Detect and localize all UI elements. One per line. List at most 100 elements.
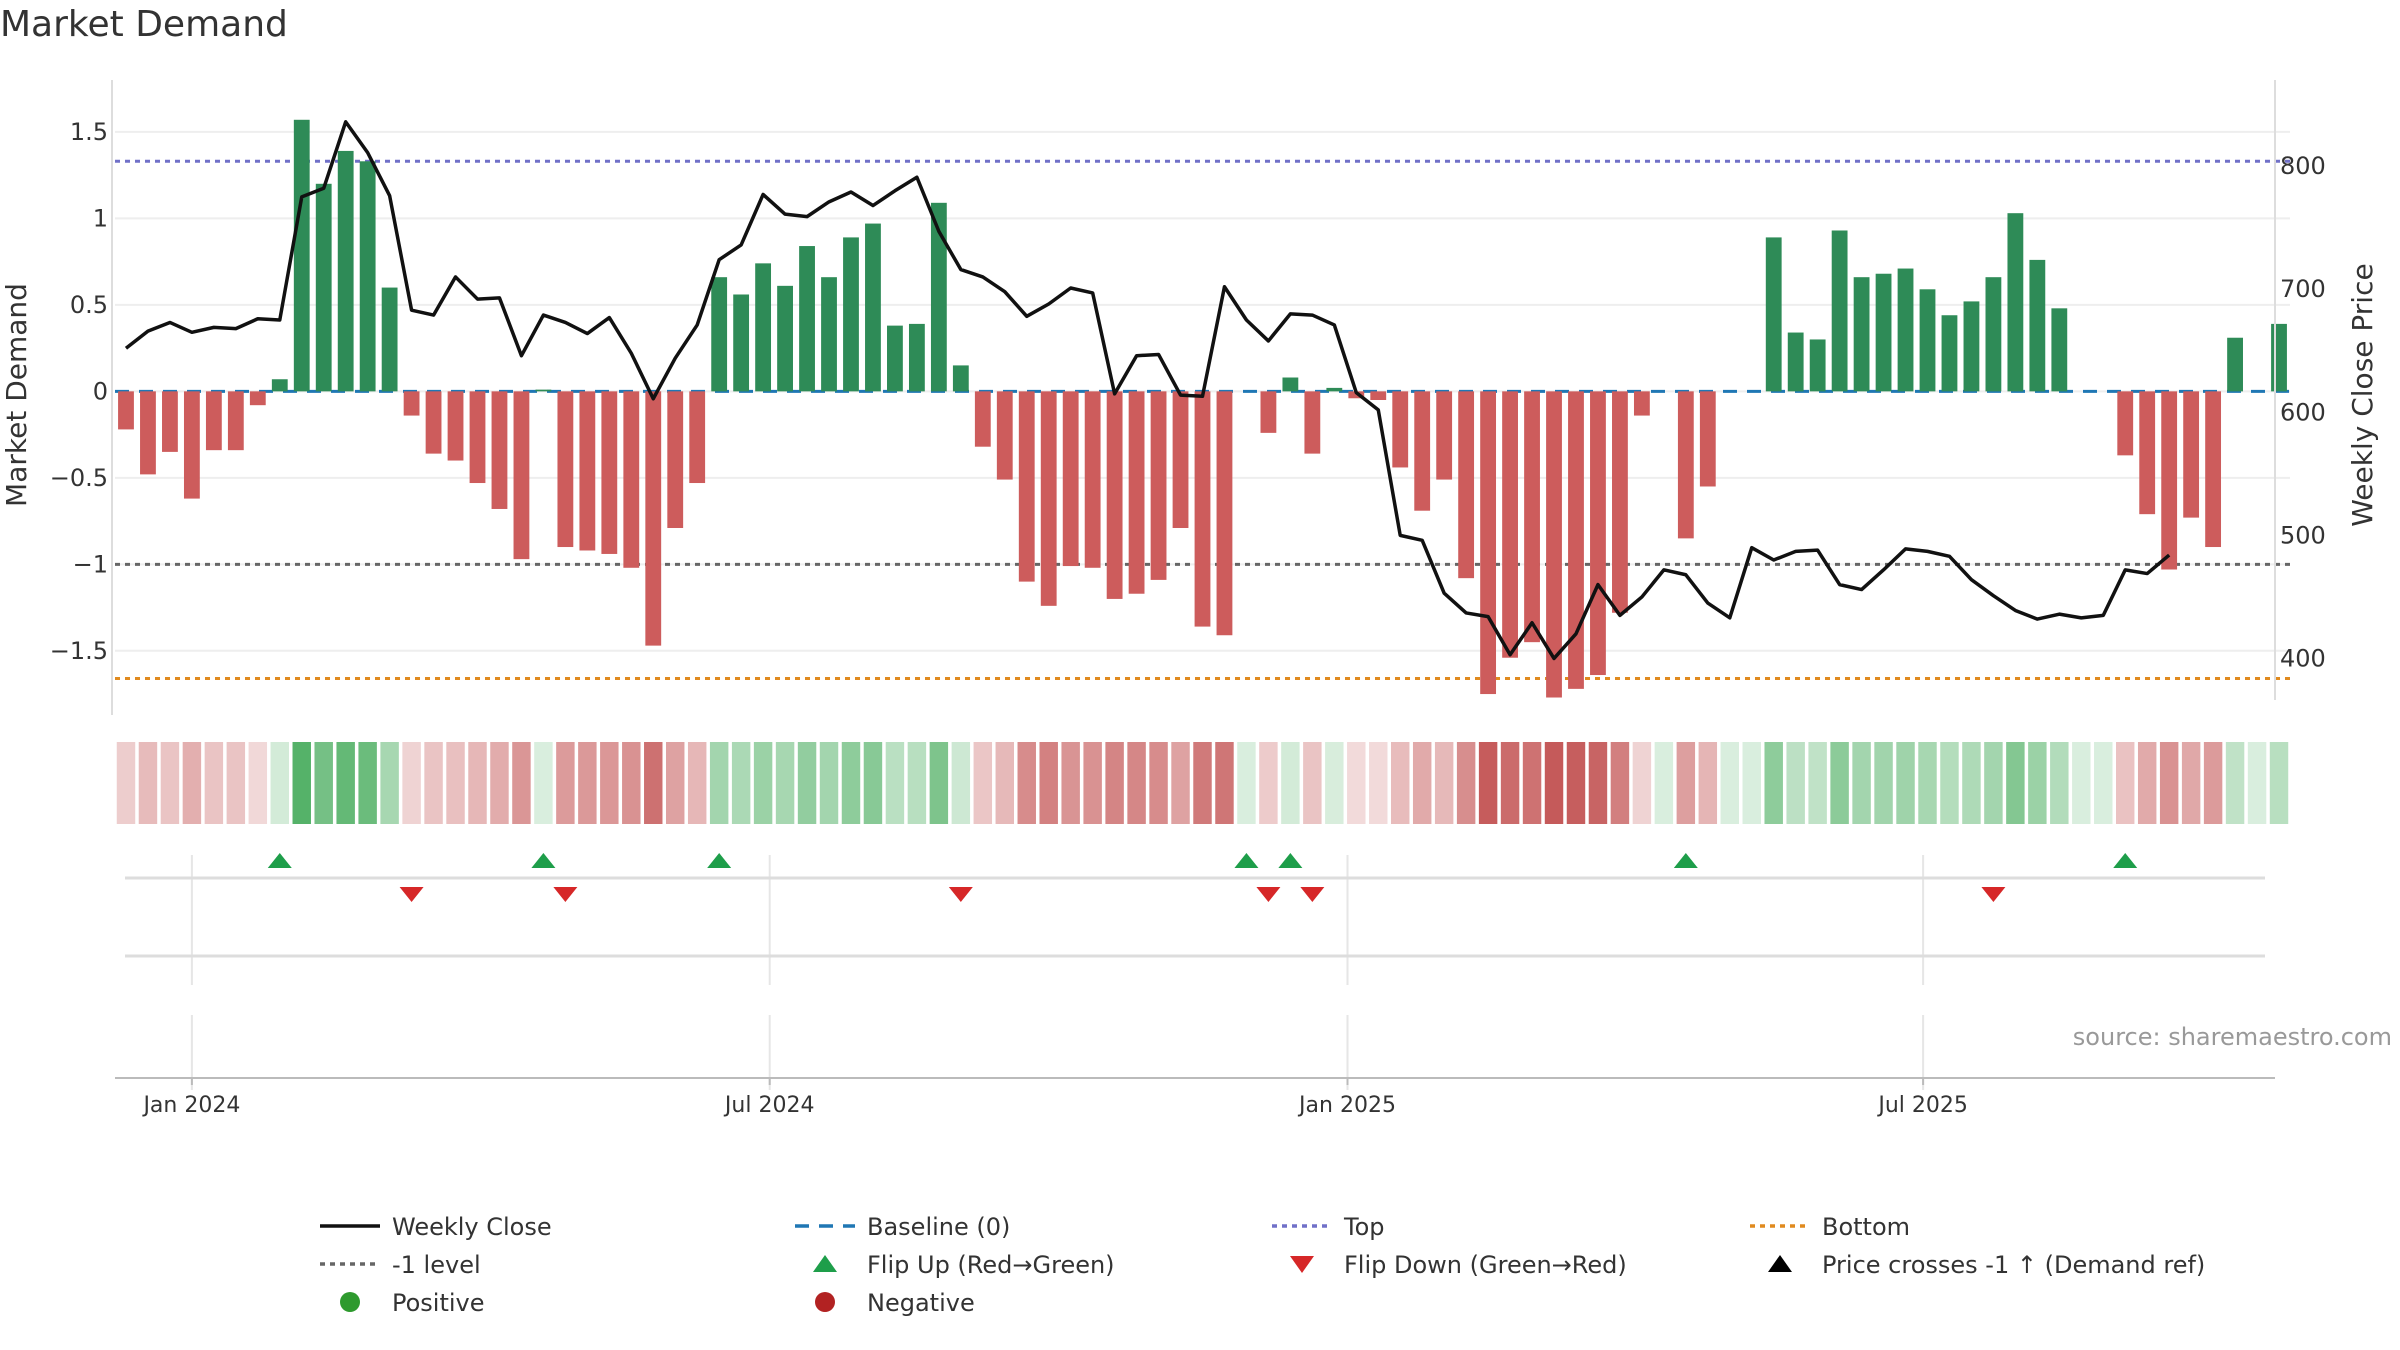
heat-cell xyxy=(2137,742,2157,824)
heat-cell xyxy=(2203,742,2223,824)
demand-bar xyxy=(996,391,1013,480)
y-tick-label: −1 xyxy=(73,550,108,578)
heat-cell xyxy=(468,742,487,824)
heat-cell xyxy=(1830,742,1849,824)
demand-bar xyxy=(315,183,332,392)
heat-cell xyxy=(1544,742,1564,824)
demand-bar xyxy=(799,246,815,392)
heat-cell xyxy=(336,742,355,824)
demand-bar xyxy=(689,391,706,484)
heat-cell xyxy=(1720,742,1739,824)
legend-label: Bottom xyxy=(1822,1213,1910,1241)
demand-bar xyxy=(2271,323,2287,392)
flip-down-marker xyxy=(1256,887,1281,902)
heat-cell xyxy=(1940,742,1959,824)
heat-cell xyxy=(1962,742,1981,824)
heat-cell xyxy=(160,742,180,824)
heat-cell xyxy=(1852,742,1871,824)
y2-tick-label: 800 xyxy=(2280,152,2326,180)
demand-bar xyxy=(1809,339,1826,392)
demand-bar xyxy=(1480,391,1497,695)
chart-title: Market Demand xyxy=(0,4,288,45)
demand-bar xyxy=(930,202,947,392)
demand-bars xyxy=(118,119,2287,698)
y2-tick-label: 600 xyxy=(2280,398,2326,426)
demand-bar xyxy=(1699,391,1716,487)
legend-swatch xyxy=(815,1292,835,1312)
demand-bar xyxy=(755,263,772,392)
demand-bar xyxy=(1062,391,1079,567)
demand-bar xyxy=(1787,332,1804,392)
demand-bar xyxy=(1172,391,1189,528)
heat-cell xyxy=(1259,742,1278,824)
demand-bar xyxy=(865,223,881,392)
heat-cell xyxy=(1522,742,1542,824)
demand-bar xyxy=(1853,277,1870,392)
flip-down-marker xyxy=(948,887,973,902)
demand-bar xyxy=(1326,387,1343,392)
heat-cell xyxy=(1874,742,1893,824)
heat-cell xyxy=(731,742,751,824)
legend-swatch xyxy=(1290,1256,1314,1273)
demand-bar xyxy=(337,150,354,392)
legend-label: Baseline (0) xyxy=(867,1213,1010,1241)
heat-cell xyxy=(1039,742,1058,824)
demand-bar xyxy=(908,323,925,392)
demand-bar xyxy=(1260,391,1277,433)
demand-bar xyxy=(1502,391,1518,658)
heat-cell xyxy=(1237,742,1256,824)
heat-cell xyxy=(1456,742,1476,824)
demand-bar xyxy=(1677,391,1694,539)
y-tick-label: 0 xyxy=(93,377,108,405)
flip-up-marker xyxy=(1234,853,1259,868)
heat-cell xyxy=(1347,742,1366,824)
demand-bar xyxy=(1765,237,1782,392)
legend-label: -1 level xyxy=(392,1251,481,1279)
heat-cell xyxy=(2225,742,2245,824)
demand-bar xyxy=(579,391,596,551)
heat-cell xyxy=(973,742,993,824)
flip-markers-panel xyxy=(125,853,2265,958)
heat-cell xyxy=(534,742,553,824)
heat-cell xyxy=(446,742,465,824)
heat-cell xyxy=(1676,742,1696,824)
heat-cell xyxy=(1303,742,1322,824)
demand-bar xyxy=(1436,391,1453,480)
heat-cell xyxy=(1566,742,1586,824)
heat-cell xyxy=(2006,742,2025,824)
heat-cell xyxy=(687,742,707,824)
heat-cell xyxy=(1478,742,1498,824)
legend-label: Flip Up (Red→Green) xyxy=(867,1251,1115,1279)
heat-cell xyxy=(600,742,619,824)
demand-heat-strip xyxy=(116,742,2289,824)
heat-cell xyxy=(1434,742,1454,824)
demand-bar xyxy=(183,391,200,499)
demand-bar xyxy=(777,285,793,392)
heat-cell xyxy=(358,742,377,824)
heat-cell xyxy=(2159,742,2179,824)
heat-cell xyxy=(2269,742,2289,824)
heat-cell xyxy=(1171,742,1190,824)
heat-cell xyxy=(1105,742,1124,824)
demand-bar xyxy=(2161,391,2178,570)
heat-cell xyxy=(1588,742,1608,824)
demand-bar xyxy=(623,391,640,568)
heat-cell xyxy=(1149,742,1168,824)
heat-cell xyxy=(1742,742,1761,824)
legend-swatch xyxy=(1768,1255,1792,1272)
heat-cell xyxy=(1061,742,1080,824)
heat-cell xyxy=(885,742,905,824)
heat-cell xyxy=(116,742,136,824)
heat-cell xyxy=(556,742,575,824)
x-tick-label: Jul 2024 xyxy=(723,1093,815,1118)
demand-bar xyxy=(381,287,398,392)
demand-bar xyxy=(271,379,288,392)
heat-cell xyxy=(1215,742,1234,824)
demand-bar xyxy=(1985,277,2002,392)
heat-cell xyxy=(622,742,641,824)
axes: 1.5 1 0.5 0 −0.5 −1 −1.5 800 700 600 500 400 Market … xyxy=(0,80,2379,1118)
heat-cell xyxy=(819,742,839,824)
demand-bar xyxy=(293,119,310,392)
demand-bar xyxy=(1018,391,1035,582)
